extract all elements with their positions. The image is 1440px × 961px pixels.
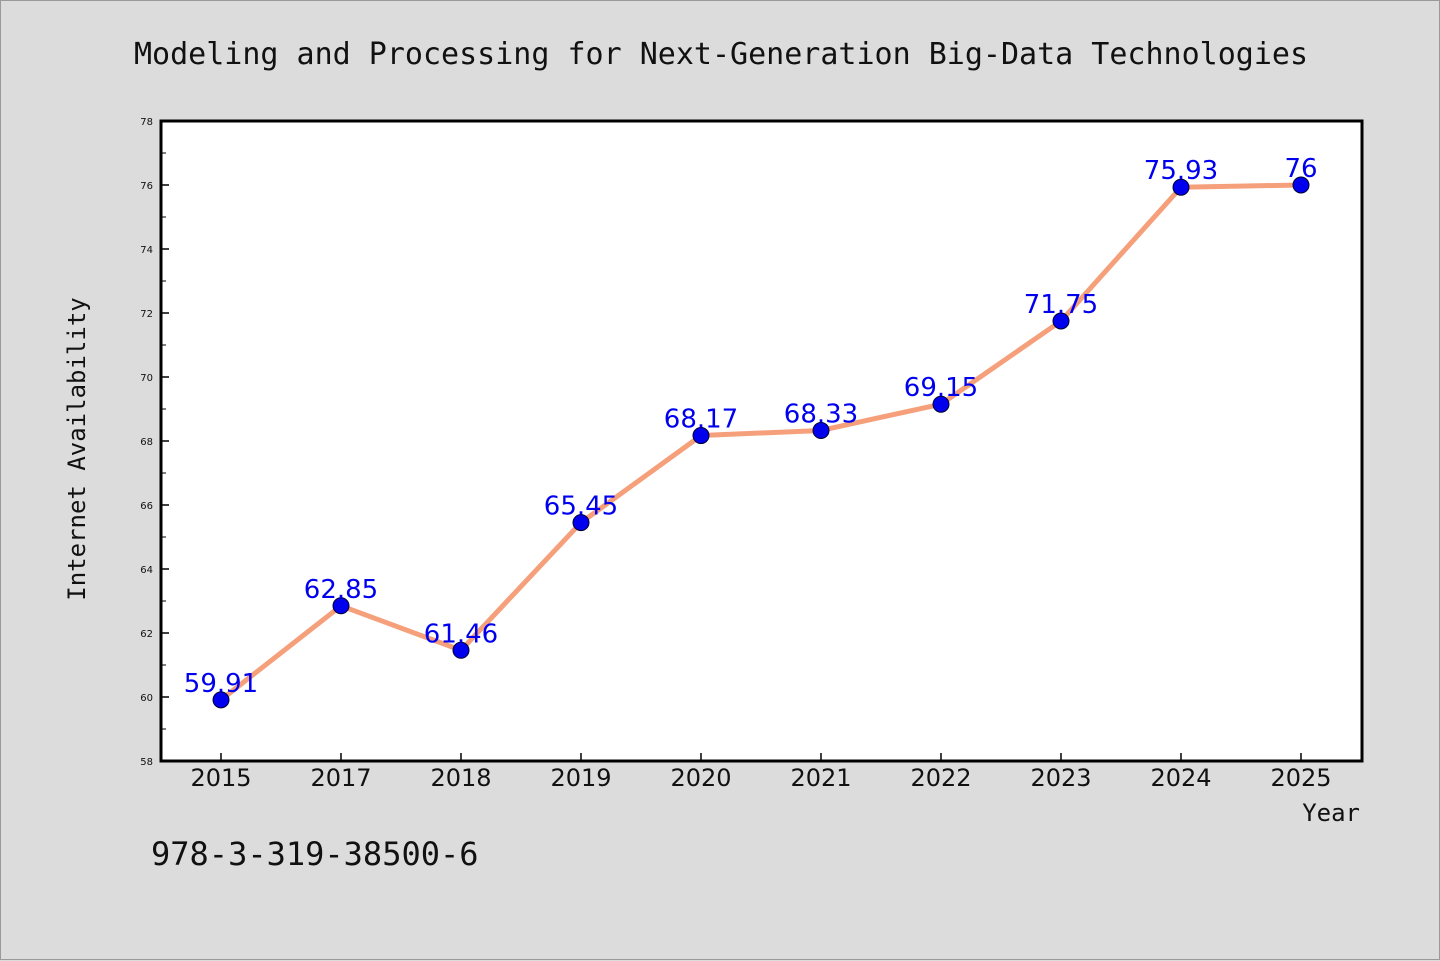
data-point bbox=[212, 691, 230, 709]
data-point bbox=[692, 427, 710, 445]
data-label: 71.75 bbox=[1024, 290, 1098, 320]
y-tick-label: 70 bbox=[140, 373, 153, 384]
data-label: 65.45 bbox=[544, 492, 618, 522]
data-label: 59.91 bbox=[184, 669, 258, 699]
footer-isbn: 978-3-319-38500-6 bbox=[151, 835, 479, 873]
y-tick-label: 60 bbox=[140, 693, 153, 704]
data-point bbox=[812, 421, 830, 439]
y-tick-label: 72 bbox=[140, 309, 153, 320]
data-point bbox=[1052, 312, 1070, 330]
x-tick-label: 2015 bbox=[190, 764, 251, 792]
x-tick-label: 2021 bbox=[790, 764, 851, 792]
y-tick-label: 64 bbox=[140, 565, 153, 576]
y-tick-label: 58 bbox=[140, 757, 153, 768]
data-point bbox=[1172, 178, 1190, 196]
series-markers bbox=[212, 176, 1310, 709]
data-point bbox=[1292, 176, 1310, 194]
y-tick-label: 62 bbox=[140, 629, 153, 640]
data-label: 68.17 bbox=[664, 405, 738, 435]
chart-title: Modeling and Processing for Next-Generat… bbox=[134, 37, 1308, 72]
data-label: 76 bbox=[1284, 154, 1317, 184]
x-axis: 2015 2017 2018 2019 2020 2021 2022 2023 2024 2025 bbox=[190, 753, 1332, 792]
y-axis-label: Internet Availability bbox=[63, 297, 91, 600]
plot-area bbox=[159, 119, 1364, 763]
x-tick-label: 2019 bbox=[550, 764, 611, 792]
data-label: 62.85 bbox=[304, 575, 378, 605]
data-label: 69.15 bbox=[904, 373, 978, 403]
data-label: 61.46 bbox=[424, 619, 498, 649]
x-axis-label: Year bbox=[1302, 799, 1360, 827]
x-tick-label: 2017 bbox=[310, 764, 371, 792]
data-point bbox=[332, 597, 350, 615]
y-tick-label: 78 bbox=[140, 117, 153, 128]
x-tick-label: 2024 bbox=[1150, 764, 1211, 792]
x-tick-label: 2018 bbox=[430, 764, 491, 792]
data-label: 75.93 bbox=[1144, 156, 1218, 186]
y-axis: 58 60 62 64 66 68 70 72 74 76 78 bbox=[140, 117, 169, 768]
data-point bbox=[452, 641, 470, 659]
data-label: 68.33 bbox=[784, 399, 858, 429]
y-tick-label: 74 bbox=[140, 245, 153, 256]
x-tick-label: 2025 bbox=[1270, 764, 1331, 792]
x-tick-label: 2022 bbox=[910, 764, 971, 792]
series-line bbox=[218, 182, 1304, 703]
y-tick-label: 76 bbox=[140, 181, 153, 192]
y-tick-label: 66 bbox=[140, 501, 153, 512]
data-point bbox=[932, 395, 950, 413]
x-tick-label: 2020 bbox=[670, 764, 731, 792]
y-tick-label: 68 bbox=[140, 437, 153, 448]
x-tick-label: 2023 bbox=[1030, 764, 1091, 792]
data-point bbox=[572, 514, 590, 532]
data-labels: 59.91 62.85 61.46 65.45 68.17 68.33 69.15 71.75… bbox=[184, 154, 1318, 699]
